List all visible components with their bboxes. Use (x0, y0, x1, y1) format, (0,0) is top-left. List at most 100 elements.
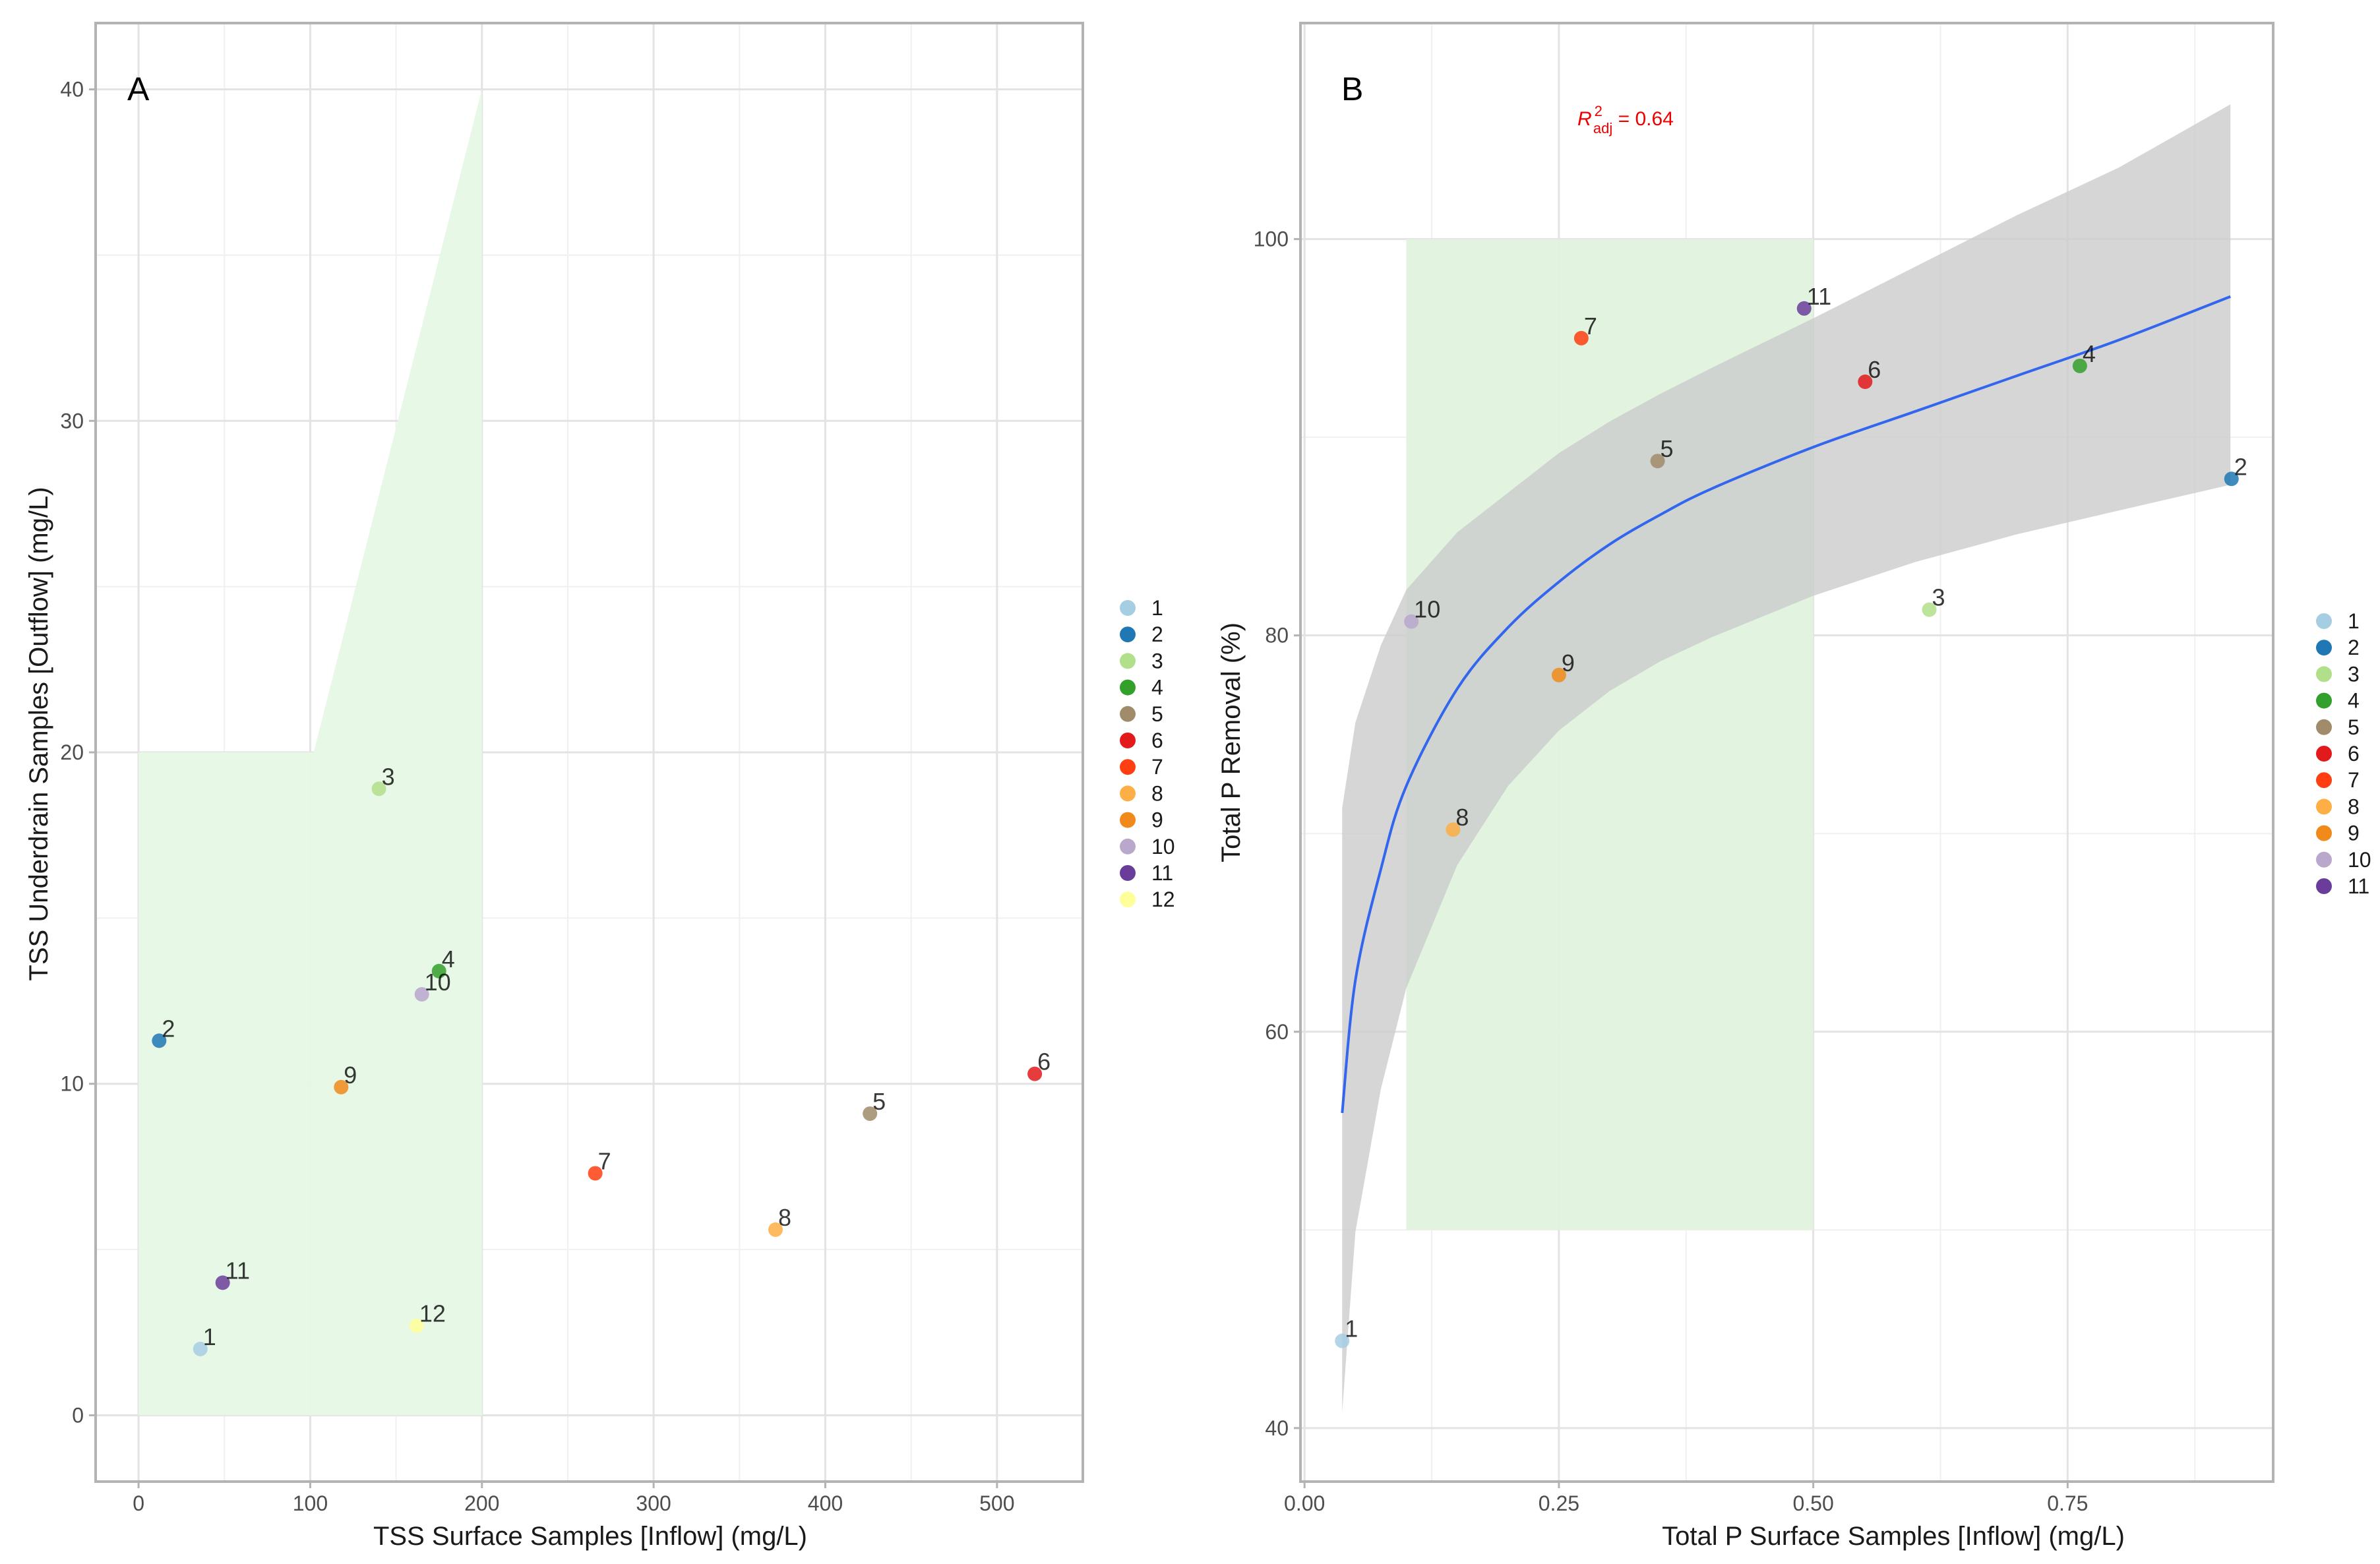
panel-b-legend-label-11: 11 (2348, 874, 2369, 898)
panel-b-point-10 (1404, 614, 1419, 629)
panel-b-point-label-1: 1 (1345, 1315, 1358, 1342)
panel-a-legend-label-9: 9 (1151, 808, 1163, 832)
panel-a-x-tick-label: 0 (133, 1491, 144, 1515)
panel-a-point-2 (152, 1033, 167, 1048)
panel-a-legend-key-8 (1120, 785, 1136, 802)
panel-b-point-label-8: 8 (1455, 804, 1469, 831)
panel-b-legend-label-4: 4 (2348, 689, 2360, 713)
panel-b-point-label-5: 5 (1661, 435, 1674, 462)
panel-b-x-tick-label: 0.25 (1539, 1491, 1579, 1515)
panel-b-point-label-11: 11 (1807, 283, 1831, 310)
panel-b-points: 1 2 3 4 5 6 7 8 9 10 11 (1335, 283, 2247, 1348)
panel-b-y-tick-label: 40 (1265, 1416, 1289, 1440)
panel-b-point-label-3: 3 (1932, 584, 1945, 611)
panel-b-legend-key-1 (2316, 613, 2332, 629)
r2-annotation: R 2 adj = 0.64 (1577, 103, 1674, 136)
r2-symbol: R (1577, 108, 1592, 130)
panel-b-legend-label-5: 5 (2348, 715, 2360, 739)
panel-a-legend-label-8: 8 (1151, 781, 1163, 805)
panel-a-point-label-4: 4 (442, 946, 455, 973)
panel-b-legend-label-2: 2 (2348, 636, 2360, 659)
panel-a-point-label-6: 6 (1037, 1048, 1051, 1075)
panel-a-x-tick-label: 500 (979, 1491, 1014, 1515)
panel-b-legend-label-6: 6 (2348, 742, 2360, 766)
panel-b-x-tick-labels: 0.00 0.25 0.50 0.75 (1284, 1482, 2088, 1515)
panel-a-point-8 (768, 1222, 783, 1237)
panel-a-legend-key-1 (1120, 600, 1136, 616)
panel-a-point-label-2: 2 (162, 1015, 175, 1042)
panel-a-point-5 (863, 1106, 878, 1121)
panel-b-point-5 (1650, 454, 1665, 469)
panel-a-y-tick-label: 20 (60, 740, 84, 764)
panel-a-y-tick-label: 10 (60, 1072, 84, 1096)
panel-a-legend-label-3: 3 (1151, 649, 1163, 673)
panel-a-legend-label-11: 11 (1151, 861, 1173, 885)
panel-b-x-tick-label: 0.00 (1284, 1491, 1325, 1515)
panel-a-legend-key-5 (1120, 706, 1136, 722)
panel-a-y-tick-label: 40 (60, 78, 84, 102)
panel-a-point-label-12: 12 (419, 1300, 446, 1327)
panel-b-legend-key-5 (2316, 719, 2332, 735)
panel-a-point-label-7: 7 (598, 1147, 611, 1174)
panel-b-point-1 (1335, 1333, 1350, 1348)
panel-a-point-1 (193, 1341, 208, 1356)
panel-a-legend-key-7 (1120, 759, 1136, 775)
panel-b-x-tick-label: 0.50 (1792, 1491, 1833, 1515)
panel-a-x-axis-title: TSS Surface Samples [Inflow] (mg/L) (373, 1522, 807, 1551)
panel-a-y-axis-title: TSS Underdrain Samples [Outflow] (mg/L) (24, 487, 53, 980)
panel-b-point-label-4: 4 (2083, 340, 2096, 367)
panel-b-y-tick-label: 100 (1254, 227, 1289, 251)
panel-b-legend-key-8 (2316, 798, 2332, 815)
panel-b-fit (1341, 104, 2231, 1412)
panel-a-x-tick-label: 400 (808, 1491, 843, 1515)
panel-b-tag: B (1341, 71, 1363, 107)
panel-a-point-label-1: 1 (203, 1323, 216, 1350)
fit-line (1341, 295, 2231, 1114)
panel-b-point-label-9: 9 (1562, 649, 1575, 677)
panel-b-legend-key-6 (2316, 746, 2332, 762)
panel-b-legend-label-7: 7 (2348, 768, 2360, 792)
panel-b-legend-label-10: 10 (2348, 848, 2371, 872)
panel-b-legend-key-2 (2316, 640, 2332, 656)
panel-a-target-zone-area (138, 89, 482, 1416)
panel-a-y-tick-label: 30 (60, 409, 84, 433)
panel-b-legend-label-3: 3 (2348, 662, 2360, 686)
panel-a-point-10 (414, 986, 429, 1002)
panel-b-point-9 (1551, 667, 1566, 682)
panel-a-legend-key-9 (1120, 812, 1136, 828)
panel-b-y-tick-label: 80 (1265, 624, 1289, 647)
panel-b-y-tick-labels: 40 60 80 100 (1254, 227, 1300, 1440)
panel-b-point-8 (1446, 822, 1461, 837)
panel-a-x-tick-label: 200 (464, 1491, 499, 1515)
r2-value: = 0.64 (1612, 108, 1674, 130)
panel-a-point-7 (588, 1166, 603, 1181)
panel-a-point-6 (1027, 1066, 1043, 1081)
panel-a-legend-label-12: 12 (1151, 887, 1175, 911)
panel-a-point-label-8: 8 (778, 1204, 791, 1231)
panel-b-x-axis-title: Total P Surface Samples [Inflow] (mg/L) (1662, 1522, 2125, 1551)
panel-a-legend-key-11 (1120, 865, 1136, 881)
panel-b-point-3 (1922, 602, 1937, 617)
panel-a-legend-key-6 (1120, 733, 1136, 748)
panel-b-y-axis-title: Total P Removal (%) (1217, 622, 1246, 862)
panel-b-border (1299, 22, 2274, 1483)
panel-a-point-9 (334, 1079, 349, 1095)
panel-b-point-label-2: 2 (2234, 453, 2247, 480)
panel-a-x-tick-label: 300 (636, 1491, 671, 1515)
panel-a-legend-label-4: 4 (1151, 676, 1163, 700)
panel-a-point-11 (215, 1275, 230, 1290)
r2-superscript: 2 (1595, 103, 1602, 119)
panel-b-point-11 (1796, 301, 1812, 316)
panel-b-point-label-10: 10 (1414, 596, 1440, 623)
panel-a-point-label-3: 3 (382, 763, 395, 790)
panel-a-x-tick-labels: 0 100 200 300 400 500 (133, 1482, 1015, 1515)
panel-b-legend-label-1: 1 (2348, 609, 2360, 633)
panel-a-legend-key-2 (1120, 626, 1136, 643)
panel-a-tag: A (127, 71, 150, 107)
panel-a-legend-key-4 (1120, 679, 1136, 696)
panel-a-y-tick-labels: 0 10 20 30 40 (60, 78, 96, 1427)
